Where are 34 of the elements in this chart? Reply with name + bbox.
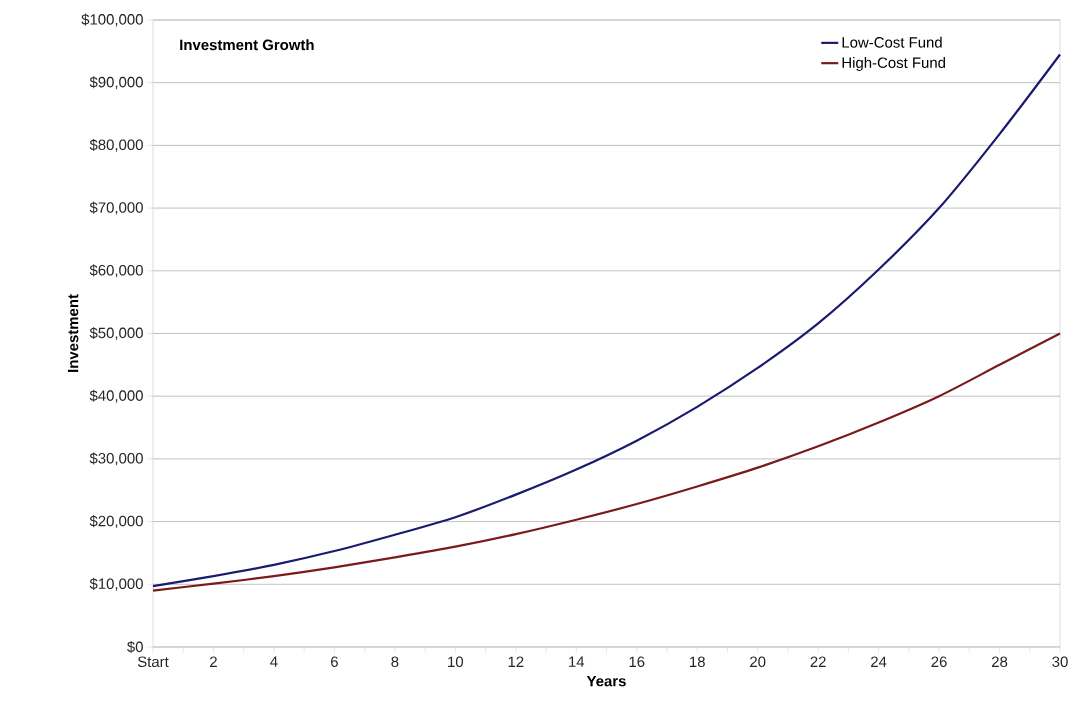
y-tick-label: $0 <box>127 640 143 654</box>
x-tick-label: 26 <box>931 656 947 668</box>
x-tick-label: 16 <box>629 656 645 668</box>
x-tick-label: 10 <box>448 656 464 668</box>
x-tick-label: 20 <box>750 656 766 668</box>
x-tick-label: 18 <box>690 656 705 668</box>
x-tick-label: 12 <box>508 656 524 667</box>
y-tick-label: $70,000 <box>89 201 143 215</box>
x-tick-label: 24 <box>871 656 887 667</box>
x-tick-label: 6 <box>331 656 338 668</box>
legend-label: High-Cost Fund <box>842 57 945 71</box>
line-series <box>151 332 1062 592</box>
text: Investment Growth <box>180 39 314 51</box>
y-tick-label: $90,000 <box>89 76 143 90</box>
y-tick-label: $30,000 <box>89 452 143 466</box>
x-axis-title: Years <box>586 675 626 687</box>
x-tick-label: 2 <box>210 656 217 667</box>
x-tick-label: 22 <box>810 656 826 667</box>
y-tick-label: $20,000 <box>89 515 143 529</box>
y-axis-title: Investment <box>67 294 79 372</box>
x-tick-label: Start <box>137 656 169 668</box>
x-tick-label: 28 <box>991 656 1008 668</box>
x-tick-label: 14 <box>569 656 585 667</box>
legend-label: Low-Cost Fund <box>842 36 942 48</box>
y-tick-label: $10,000 <box>89 577 143 591</box>
line-series <box>151 53 1062 588</box>
x-tick-label: 8 <box>391 656 399 668</box>
y-tick-label: $50,000 <box>89 327 143 340</box>
x-tick-label: 4 <box>270 656 278 667</box>
y-tick-label: $60,000 <box>89 264 143 278</box>
y-tick-label: $100,000 <box>81 13 143 27</box>
x-tick-label: 30 <box>1052 656 1068 668</box>
y-tick-label: $80,000 <box>89 138 143 152</box>
y-tick-label: $40,000 <box>89 389 143 403</box>
